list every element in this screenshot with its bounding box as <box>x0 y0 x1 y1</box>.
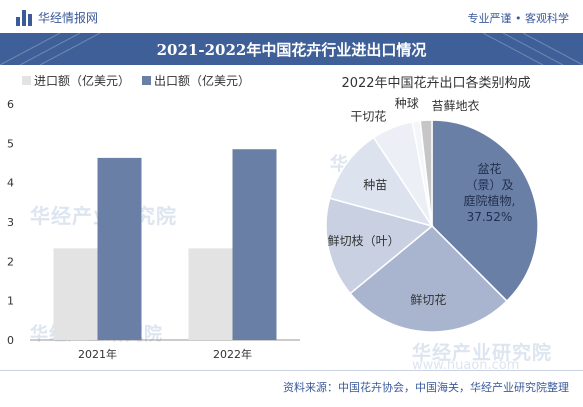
watermark-url: www.huaon.com <box>412 358 520 373</box>
pie-label-3: 鲜切枝（叶） <box>328 233 400 248</box>
bar-chart-logo-icon <box>16 9 32 26</box>
pie-label-6: 种球 <box>395 96 419 110</box>
pie-label-7: 苔藓地衣 <box>432 98 480 113</box>
bar-import-1 <box>53 248 98 340</box>
watermark-4: 华经产业研究院 <box>412 342 553 364</box>
legend-swatch-1 <box>22 76 31 85</box>
x-tick-label: 2021年 <box>78 347 117 361</box>
y-tick-label: 3 <box>7 216 14 229</box>
pie-slice-1 <box>431 119 539 303</box>
logo: 华经情报网 <box>16 9 98 26</box>
y-tick-label: 1 <box>7 295 14 308</box>
pie-label-5: 干切花 <box>350 108 386 123</box>
pie-label-1: 盆花 <box>477 161 501 176</box>
title-decoration-right <box>482 33 583 65</box>
legend-label-2: 出口额（亿美元） <box>154 73 250 88</box>
bar-import-2 <box>188 248 233 340</box>
bar-export-1 <box>97 157 142 340</box>
logo-text: 华经情报网 <box>38 11 99 25</box>
y-tick-label: 4 <box>7 177 14 190</box>
pie-slice-7 <box>419 119 433 227</box>
pie-label-1: （景）及 <box>465 178 513 192</box>
pie-value-label-1: 37.52% <box>467 210 513 224</box>
title-bar: 2021-2022年中国花卉行业进出口情况 <box>0 33 583 65</box>
pie-label-2: 鲜切花 <box>410 292 446 307</box>
bar-export-2 <box>232 149 277 340</box>
y-tick-label: 5 <box>7 137 14 150</box>
y-tick-label: 0 <box>7 334 14 347</box>
pie-slice-4 <box>328 136 434 228</box>
source-note: 资料来源：中国花卉协会，中国海关，华经产业研究院整理 <box>283 381 569 394</box>
legend-label-1: 进口额（亿美元） <box>34 73 130 88</box>
x-tick-label: 2022年 <box>213 347 252 361</box>
pie-slice-2 <box>349 224 508 333</box>
pie-title: 2022年中国花卉出口各类别构成 <box>341 75 530 91</box>
pie-slice-3 <box>325 197 434 295</box>
title-decoration-left <box>0 33 101 65</box>
legend-swatch-2 <box>142 76 151 85</box>
page-title: 2021-2022年中国花卉行业进出口情况 <box>156 40 427 59</box>
top-bar: 华经情报网 专业严谨 • 客观科学 <box>0 0 583 33</box>
y-tick-label: 2 <box>7 255 14 268</box>
tagline: 专业严谨 • 客观科学 <box>467 12 569 25</box>
y-tick-label: 6 <box>7 98 14 111</box>
pie-label-4: 种苗 <box>363 178 387 192</box>
footer-divider <box>0 370 583 371</box>
pie-label-1: 庭院植物, <box>464 193 516 208</box>
